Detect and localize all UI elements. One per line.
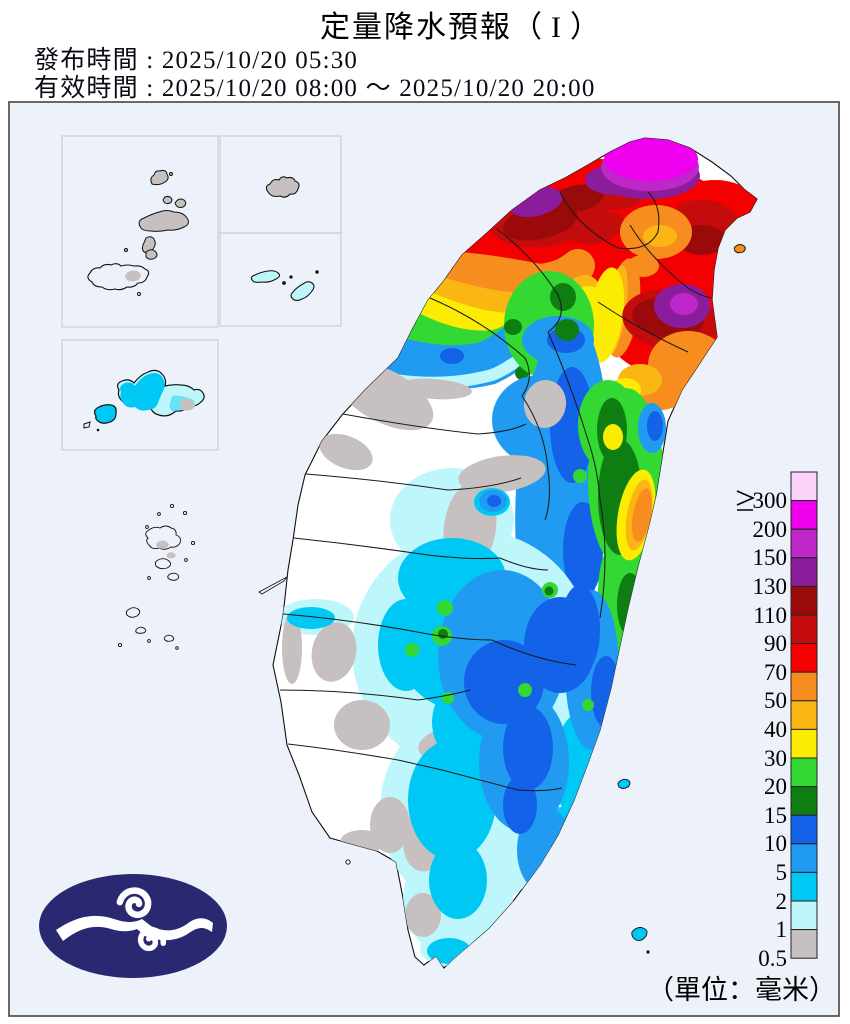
- svg-text:150: 150: [753, 545, 788, 570]
- svg-text:1: 1: [776, 917, 788, 942]
- svg-text:0.5: 0.5: [758, 946, 787, 971]
- svg-text:（單位：毫米）: （單位：毫米）: [647, 975, 836, 1005]
- svg-text:300: 300: [753, 488, 788, 513]
- svg-text:70: 70: [764, 660, 787, 685]
- svg-text:200: 200: [753, 517, 788, 542]
- svg-text:15: 15: [764, 803, 787, 828]
- svg-text:10: 10: [764, 831, 787, 856]
- svg-text:2: 2: [776, 889, 788, 914]
- svg-text:5: 5: [776, 860, 788, 885]
- svg-text:40: 40: [764, 717, 787, 742]
- svg-text:130: 130: [753, 574, 788, 599]
- svg-text:30: 30: [764, 746, 787, 771]
- svg-text:20: 20: [764, 774, 787, 799]
- svg-text:110: 110: [753, 603, 787, 628]
- svg-text:90: 90: [764, 631, 787, 656]
- svg-text:50: 50: [764, 688, 787, 713]
